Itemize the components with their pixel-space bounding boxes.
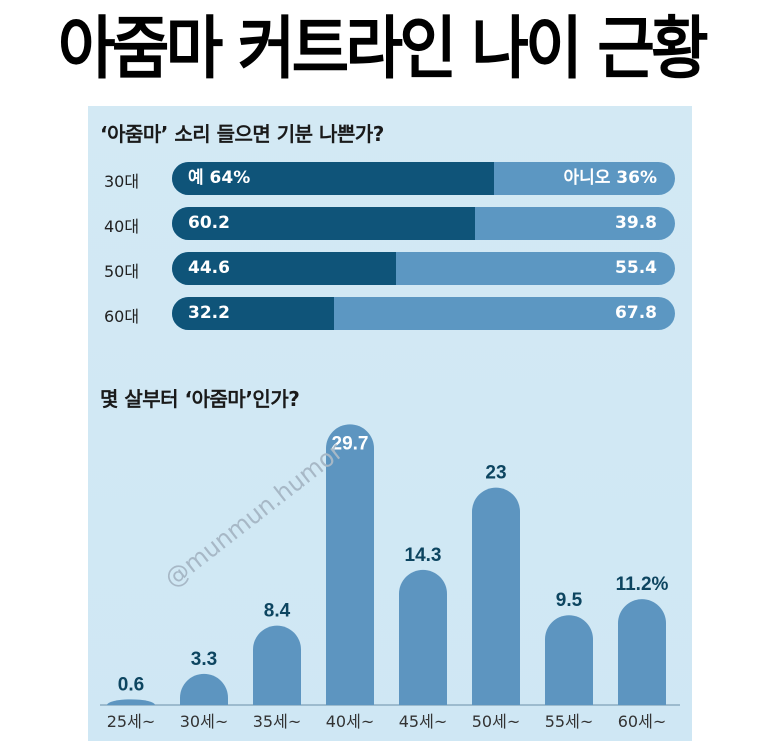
value-label: 14.3: [405, 545, 442, 566]
x-tick-label: 50세~: [472, 712, 521, 731]
yes-value-label: 32.2: [188, 303, 230, 323]
row-label: 30대: [104, 172, 140, 191]
bar-segment-yes: [172, 162, 494, 195]
x-tick-label: 45세~: [399, 712, 448, 731]
column-bar: [472, 487, 520, 705]
column-bar: [107, 699, 155, 705]
row-label: 60대: [104, 307, 140, 326]
bar-segment-yes: [172, 207, 475, 240]
value-label: 8.4: [264, 601, 291, 622]
no-value-label: 55.4: [615, 258, 657, 278]
column-bar: [618, 599, 666, 705]
column-bar: [399, 569, 447, 705]
x-tick-label: 30세~: [180, 712, 229, 731]
value-label: 11.2%: [616, 574, 669, 595]
value-label: 29.7: [332, 433, 369, 454]
x-tick-label: 40세~: [326, 712, 375, 731]
value-label: 3.3: [191, 649, 217, 670]
value-label: 23: [485, 463, 506, 484]
headline: 아줌마 커트라인 나이 근황: [58, 10, 709, 89]
value-label: 9.5: [556, 590, 583, 611]
stacked-bar: 32.2 67.8: [172, 297, 675, 330]
yes-value-label: 예 64%: [188, 168, 251, 188]
x-tick-label: 55세~: [545, 712, 594, 731]
no-value-label: 39.8: [615, 213, 657, 233]
stacked-bar: 60.2 39.8: [172, 207, 675, 240]
stacked-bar: 예 64% 아니오 36%: [172, 162, 675, 195]
column-bar: [253, 625, 301, 705]
x-tick-label: 25세~: [107, 712, 156, 731]
column-bar: [180, 673, 228, 705]
yes-value-label: 60.2: [188, 213, 230, 233]
no-value-label: 아니오 36%: [563, 168, 657, 188]
no-value-label: 67.8: [615, 303, 657, 323]
value-label: 0.6: [118, 674, 144, 695]
bar-segment-yes: [172, 252, 397, 285]
x-tick-label: 35세~: [253, 712, 302, 731]
column-bar: [326, 424, 374, 705]
x-tick-label: 60세~: [618, 712, 667, 731]
question-1-title: ‘아줌마’ 소리 들으면 기분 나쁜가?: [100, 122, 384, 146]
column-bar: [545, 615, 593, 705]
yes-value-label: 44.6: [188, 258, 230, 278]
bar-segment-yes: [172, 297, 334, 330]
stacked-bar: 44.6 55.4: [172, 252, 675, 285]
row-label: 50대: [104, 262, 140, 281]
row-label: 40대: [104, 217, 140, 236]
question-2-title: 몇 살부터 ‘아줌마’인가?: [100, 387, 300, 411]
